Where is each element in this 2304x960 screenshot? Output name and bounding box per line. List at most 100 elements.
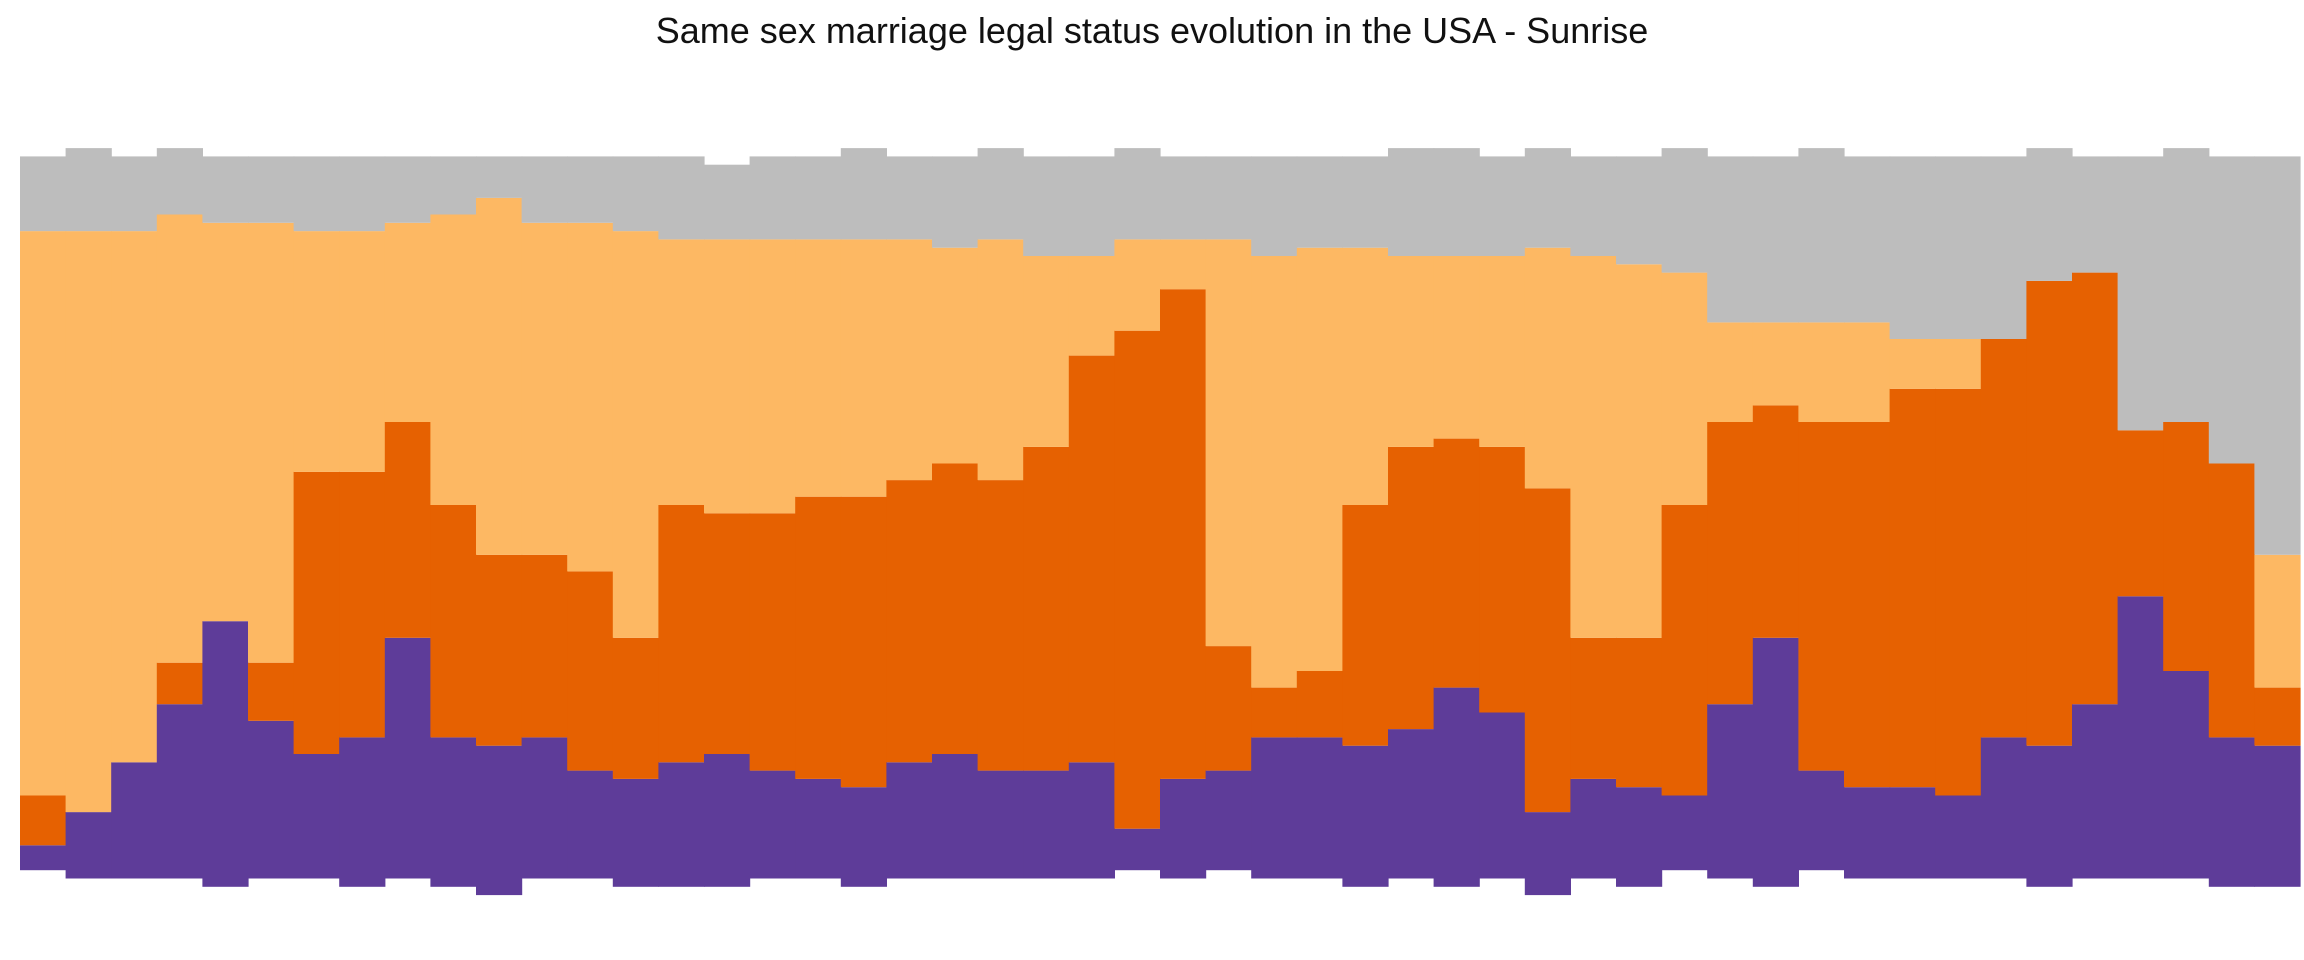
area-segment-purple-45 — [2026, 745, 2073, 887]
area-segment-gray-11 — [476, 156, 523, 198]
area-segment-gray-47 — [2117, 156, 2164, 431]
area-segment-gray-42 — [1889, 156, 1936, 339]
area-segment-purple-23 — [1023, 770, 1070, 879]
area-segment-dark-orange-12 — [521, 554, 568, 738]
area-segment-gray-10 — [430, 156, 477, 215]
area-segment-gray-33 — [1479, 156, 1526, 256]
area-segment-gray-35 — [1570, 156, 1617, 256]
area-segment-dark-orange-22 — [977, 480, 1024, 771]
area-segment-gray-40 — [1798, 148, 1845, 323]
area-segment-light-orange-29 — [1296, 247, 1343, 671]
area-segment-gray-19 — [840, 148, 887, 240]
area-segment-light-orange-34 — [1524, 247, 1571, 489]
area-segment-dark-orange-8 — [339, 471, 386, 738]
area-segment-gray-3 — [111, 156, 158, 232]
area-segment-dark-orange-10 — [430, 505, 477, 738]
area-segment-gray-50 — [2254, 156, 2301, 555]
area-segment-dark-orange-38 — [1707, 422, 1754, 705]
area-segment-purple-1 — [20, 845, 67, 871]
area-segment-light-orange-28 — [1251, 256, 1298, 688]
area-segment-light-orange-25 — [1114, 239, 1161, 331]
area-segment-light-orange-43 — [1935, 339, 1982, 389]
area-segment-dark-orange-14 — [612, 637, 659, 779]
area-segment-light-orange-4 — [156, 214, 203, 663]
area-segment-light-orange-16 — [704, 239, 751, 514]
area-segment-purple-20 — [886, 762, 933, 879]
area-segment-dark-orange-37 — [1661, 505, 1708, 796]
area-segment-dark-orange-47 — [2117, 430, 2164, 597]
area-segment-purple-34 — [1524, 812, 1571, 896]
area-segment-purple-28 — [1251, 737, 1298, 879]
area-segment-gray-34 — [1524, 148, 1571, 248]
area-segment-dark-orange-42 — [1889, 388, 1936, 788]
area-segment-gray-5 — [202, 156, 249, 223]
area-segment-purple-7 — [293, 754, 340, 879]
chart-title: Same sex marriage legal status evolution… — [655, 10, 1649, 51]
area-segment-light-orange-18 — [795, 239, 842, 497]
area-segment-light-orange-11 — [476, 197, 523, 555]
area-segment-purple-12 — [521, 737, 568, 879]
area-segment-dark-orange-41 — [1844, 422, 1891, 788]
area-segment-gray-39 — [1752, 156, 1799, 323]
area-segment-light-orange-27 — [1205, 239, 1252, 647]
area-segment-purple-32 — [1433, 687, 1480, 887]
area-segment-purple-42 — [1889, 787, 1936, 879]
area-segment-gray-8 — [339, 156, 386, 232]
area-segment-gray-43 — [1935, 156, 1982, 339]
area-segment-gray-21 — [932, 156, 979, 248]
area-segment-gray-15 — [658, 156, 705, 240]
area-segment-dark-orange-32 — [1433, 438, 1480, 688]
area-segment-light-orange-35 — [1570, 256, 1617, 638]
area-segment-light-orange-1 — [20, 231, 67, 796]
area-segment-dark-orange-35 — [1570, 637, 1617, 779]
area-segment-dark-orange-46 — [2072, 272, 2119, 705]
area-segment-dark-orange-33 — [1479, 446, 1526, 713]
area-segment-purple-29 — [1296, 737, 1343, 879]
area-segment-purple-13 — [567, 770, 614, 879]
area-segment-light-orange-42 — [1889, 339, 1936, 389]
area-segment-purple-2 — [65, 812, 112, 879]
area-segment-purple-35 — [1570, 778, 1617, 879]
area-segment-purple-17 — [749, 770, 796, 879]
area-segment-purple-15 — [658, 762, 705, 887]
area-segment-light-orange-19 — [840, 239, 887, 497]
area-segment-gray-17 — [749, 156, 796, 240]
area-segment-light-orange-36 — [1616, 264, 1663, 638]
area-segment-light-orange-7 — [293, 231, 340, 472]
area-segment-gray-12 — [521, 156, 568, 223]
area-segment-gray-16 — [704, 164, 751, 240]
area-segment-gray-31 — [1388, 148, 1435, 256]
area-segment-purple-33 — [1479, 712, 1526, 879]
area-segment-light-orange-17 — [749, 239, 796, 514]
area-segment-purple-3 — [111, 762, 158, 879]
area-segment-gray-45 — [2026, 148, 2073, 281]
area-segment-gray-29 — [1296, 156, 1343, 248]
area-segment-light-orange-20 — [886, 239, 933, 481]
area-segment-light-orange-31 — [1388, 256, 1435, 447]
area-segment-gray-24 — [1068, 156, 1115, 256]
area-segment-light-orange-14 — [612, 231, 659, 638]
area-segment-dark-orange-29 — [1296, 671, 1343, 738]
area-segment-dark-orange-16 — [704, 513, 751, 754]
area-segment-gray-46 — [2072, 156, 2119, 273]
area-segment-purple-46 — [2072, 704, 2119, 879]
area-segment-dark-orange-28 — [1251, 687, 1298, 738]
area-segment-gray-37 — [1661, 148, 1708, 273]
area-segment-gray-28 — [1251, 156, 1298, 256]
area-segment-dark-orange-17 — [749, 513, 796, 771]
area-segment-dark-orange-21 — [932, 463, 979, 754]
area-segment-light-orange-2 — [65, 231, 112, 813]
area-segment-light-orange-40 — [1798, 322, 1845, 422]
area-segment-purple-43 — [1935, 795, 1982, 879]
area-segment-light-orange-26 — [1160, 239, 1207, 290]
area-segment-light-orange-30 — [1342, 247, 1389, 505]
area-segment-light-orange-13 — [567, 222, 614, 572]
area-segment-purple-24 — [1068, 762, 1115, 879]
area-segment-purple-50 — [2254, 745, 2301, 887]
area-segment-purple-14 — [612, 778, 659, 887]
area-segment-gray-38 — [1707, 156, 1754, 323]
area-segment-gray-6 — [248, 156, 295, 223]
area-segment-gray-41 — [1844, 156, 1891, 323]
area-segment-purple-39 — [1752, 637, 1799, 887]
area-segment-light-orange-9 — [384, 222, 431, 422]
